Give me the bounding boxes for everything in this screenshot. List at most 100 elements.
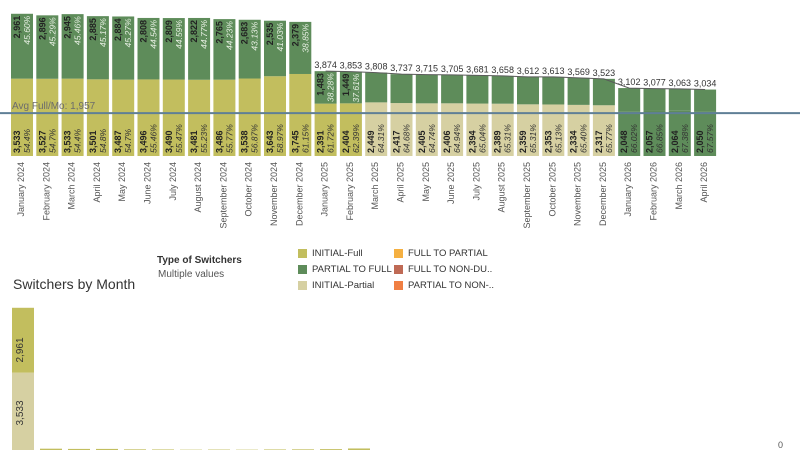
- bar-segment-top: [96, 448, 118, 450]
- bar-percent-label: 67.38%: [680, 124, 690, 153]
- x-tick-label: August 2024: [193, 162, 203, 213]
- bar-value-label: 2,334: [569, 130, 579, 153]
- bar-percent-label: 38.28%: [326, 73, 336, 102]
- bar-percent-label: 56.87%: [250, 124, 260, 153]
- x-tick-label: November 2025: [573, 162, 583, 226]
- bar-percent-label: 55.77%: [224, 124, 234, 153]
- x-tick-label: April 2024: [92, 162, 102, 203]
- bar-value-label: 2,945: [63, 16, 73, 39]
- x-tick-label: July 2024: [168, 162, 178, 201]
- legend-swatch: [298, 265, 307, 274]
- bottom-stacked-bar-chart: 2,961 3,533 0: [12, 307, 783, 450]
- bar-percent-label: 62.39%: [351, 124, 361, 153]
- bar-segment-bottom: [441, 103, 464, 156]
- bar-total-label: 3,853: [340, 61, 363, 71]
- x-tick-label: January 2025: [320, 162, 330, 217]
- x-tick-label: November 2024: [269, 162, 279, 226]
- bar-percent-label: 37.61%: [351, 73, 361, 102]
- bar-segment-bottom: [466, 103, 489, 156]
- bar-segment-top: [643, 88, 666, 111]
- bar-value-label: 2,896: [37, 17, 47, 40]
- bar-segment-top: [213, 19, 236, 80]
- legend-item[interactable]: INITIAL-Partial: [298, 280, 374, 291]
- x-tick-label: December 2024: [294, 162, 304, 226]
- bar-total-label: 3,077: [643, 78, 666, 88]
- bar-percent-label: 65.31%: [528, 124, 538, 153]
- bar-value-label: 2,394: [467, 130, 477, 153]
- x-tick-label: March 2026: [674, 162, 684, 210]
- bar-segment-bottom: [618, 111, 641, 156]
- bar-percent-label: 54.4%: [22, 128, 32, 153]
- bar-segment-top: [68, 448, 90, 450]
- bar-segment-top: [36, 15, 59, 79]
- x-tick-label: February 2025: [345, 162, 355, 221]
- bar-value-label: 2,683: [240, 22, 250, 45]
- bar-segment-top: [365, 72, 388, 103]
- bar-percent-label: 44.59%: [174, 20, 184, 49]
- legend-item-label: INITIAL-Partial: [312, 280, 375, 291]
- bar-percent-label: 65.77%: [604, 124, 614, 153]
- bar-segment-top: [289, 21, 312, 74]
- bar-segment-top: [314, 71, 337, 104]
- bar-percent-label: 45.46%: [73, 16, 83, 45]
- bar-percent-label: 55.23%: [199, 124, 209, 153]
- bar-percent-label: 64.94%: [452, 124, 462, 153]
- bar-value-label: 2,884: [113, 18, 123, 41]
- bar-segment-top: [668, 88, 691, 111]
- bar-segment-bottom: [61, 78, 84, 156]
- bar-total-label: 3,569: [567, 67, 590, 77]
- bar-segment-top: [466, 75, 489, 104]
- bar-segment-top: [12, 307, 34, 373]
- x-tick-label: September 2025: [522, 162, 532, 229]
- legend-item[interactable]: FULL TO PARTIAL: [394, 248, 488, 259]
- bar-value-label: 2,048: [619, 130, 629, 153]
- bar-total-label: 3,034: [694, 79, 717, 89]
- bar-segment-top: [415, 74, 438, 104]
- legend-item[interactable]: INITIAL-Full: [298, 248, 363, 259]
- legend-swatch: [298, 249, 307, 258]
- bar-total-label: 3,808: [365, 62, 388, 72]
- bar-segment-bottom: [112, 79, 135, 156]
- bar-value-label: 3,490: [164, 130, 174, 153]
- bar-value-label: 1,449: [341, 74, 351, 97]
- legend-filter-value[interactable]: Multiple values: [158, 269, 225, 280]
- bar-segment-top: [61, 14, 84, 79]
- legend-item[interactable]: PARTIAL TO FULL: [298, 264, 392, 275]
- legend-item[interactable]: FULL TO NON-DU..: [394, 264, 492, 275]
- bar-value-label: 2,404: [341, 130, 351, 153]
- legend-item-label: FULL TO PARTIAL: [408, 248, 488, 259]
- bar-segment-bottom: [643, 110, 666, 156]
- bar-percent-label: 64.74%: [427, 124, 437, 153]
- x-tick-label: September 2024: [218, 162, 228, 229]
- bar-percent-label: 64.31%: [376, 124, 386, 153]
- bar-value-label: 3,481: [189, 130, 199, 153]
- bar-value-label: 2,765: [214, 21, 224, 44]
- bar-value-label: 3,533: [12, 130, 22, 153]
- x-tick-label: May 2024: [117, 162, 127, 202]
- legend-item-label: FULL TO NON-DU..: [408, 264, 493, 275]
- bar-segment-top: [339, 71, 362, 104]
- bar-segment-top: [517, 76, 539, 105]
- bar-segment-top: [238, 19, 261, 79]
- bar-total-label: 3,063: [669, 78, 692, 88]
- bar-segment-top: [441, 74, 464, 104]
- legend-item-label: INITIAL-Full: [312, 248, 363, 259]
- bar-segment-top: [162, 18, 185, 80]
- bar-value-label: 2,050: [695, 130, 705, 153]
- x-tick-label: May 2025: [421, 162, 431, 202]
- bar-percent-label: 61.15%: [300, 124, 310, 153]
- bar-percent-label: 41.03%: [275, 22, 285, 51]
- bar-percent-label: 54.8%: [98, 128, 108, 153]
- legend-swatch: [394, 249, 403, 258]
- legend-item[interactable]: PARTIAL TO NON-..: [394, 280, 494, 291]
- legend-swatch: [298, 281, 307, 290]
- x-tick-label: July 2025: [471, 162, 481, 201]
- bar-segment-top: [618, 88, 641, 112]
- bar-segment-top: [40, 448, 62, 450]
- bar-percent-label: 45.27%: [123, 18, 133, 47]
- bar-percent-label: 45.60%: [22, 15, 32, 44]
- bar-segment-top: [491, 75, 514, 104]
- bar-segment-bottom: [668, 110, 691, 156]
- bar-value-label: 3,527: [37, 130, 47, 153]
- bar-segment-top: [11, 13, 33, 79]
